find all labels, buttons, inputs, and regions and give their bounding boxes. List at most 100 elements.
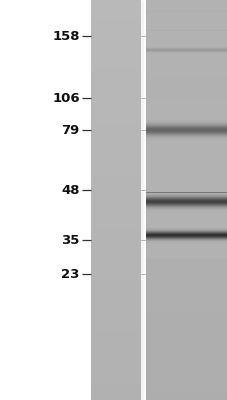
Bar xyxy=(145,96,227,98)
Bar xyxy=(91,108,141,110)
Bar xyxy=(145,68,227,70)
Bar xyxy=(145,140,227,142)
Bar xyxy=(145,276,227,278)
Bar xyxy=(91,348,141,350)
Bar xyxy=(91,42,141,44)
Bar xyxy=(145,288,227,290)
Bar xyxy=(145,242,227,244)
Bar xyxy=(91,112,141,114)
Bar xyxy=(145,24,227,26)
Bar xyxy=(91,82,141,84)
Bar xyxy=(145,374,227,376)
Bar xyxy=(91,240,141,242)
Bar xyxy=(145,280,227,282)
Bar xyxy=(91,164,141,166)
Bar xyxy=(145,238,227,240)
Bar xyxy=(145,224,227,226)
Bar xyxy=(145,6,227,8)
Bar xyxy=(145,72,227,74)
Bar xyxy=(91,146,141,148)
Bar xyxy=(145,168,227,170)
Bar xyxy=(145,32,227,34)
Bar xyxy=(91,178,141,180)
Bar xyxy=(145,20,227,22)
Bar xyxy=(91,0,141,2)
Bar xyxy=(91,118,141,120)
Bar xyxy=(145,154,227,156)
Bar xyxy=(91,282,141,284)
Bar xyxy=(145,162,227,164)
Bar xyxy=(91,90,141,92)
Bar xyxy=(91,120,141,122)
Bar xyxy=(145,90,227,92)
Bar xyxy=(145,248,227,250)
Bar xyxy=(91,50,141,52)
Bar xyxy=(91,18,141,20)
Bar xyxy=(145,118,227,120)
Bar xyxy=(91,186,141,188)
Bar xyxy=(91,242,141,244)
Bar xyxy=(91,128,141,130)
Bar xyxy=(91,378,141,380)
Bar xyxy=(145,268,227,270)
Bar xyxy=(91,322,141,324)
Bar xyxy=(145,46,227,48)
Bar xyxy=(91,8,141,10)
Bar xyxy=(145,358,227,360)
Bar xyxy=(91,204,141,206)
Bar xyxy=(91,172,141,174)
Bar xyxy=(145,160,227,162)
Bar xyxy=(91,358,141,360)
Bar xyxy=(145,366,227,368)
Bar xyxy=(145,326,227,328)
Bar xyxy=(145,102,227,104)
Bar xyxy=(91,252,141,254)
Bar xyxy=(91,152,141,154)
Bar xyxy=(91,188,141,190)
Bar xyxy=(145,314,227,316)
Bar xyxy=(145,228,227,230)
Bar xyxy=(145,282,227,284)
Bar xyxy=(145,260,227,262)
Bar xyxy=(91,150,141,152)
Bar xyxy=(91,254,141,256)
Bar xyxy=(91,66,141,68)
Bar xyxy=(145,10,227,12)
Bar xyxy=(91,114,141,116)
Bar xyxy=(91,356,141,358)
Bar xyxy=(91,284,141,286)
Bar xyxy=(91,158,141,160)
Bar xyxy=(91,220,141,222)
Bar xyxy=(91,130,141,132)
Bar xyxy=(91,266,141,268)
Bar xyxy=(91,296,141,298)
Bar xyxy=(145,198,227,200)
Bar xyxy=(91,62,141,64)
Bar xyxy=(145,300,227,302)
Bar xyxy=(145,200,227,202)
Bar xyxy=(145,376,227,378)
Bar xyxy=(91,12,141,14)
Bar xyxy=(91,190,141,192)
Bar xyxy=(145,170,227,172)
Bar xyxy=(145,322,227,324)
Bar xyxy=(91,338,141,340)
Bar xyxy=(145,394,227,396)
Bar xyxy=(145,126,227,128)
Bar xyxy=(91,136,141,138)
Text: 106: 106 xyxy=(52,92,79,104)
Bar xyxy=(91,368,141,370)
Bar xyxy=(145,192,227,194)
Bar xyxy=(145,60,227,62)
Bar xyxy=(91,46,141,48)
Bar xyxy=(91,92,141,94)
Bar xyxy=(91,16,141,18)
Bar xyxy=(145,386,227,388)
Bar xyxy=(145,38,227,40)
Bar xyxy=(145,110,227,112)
Bar xyxy=(91,308,141,310)
Bar xyxy=(91,344,141,346)
Bar xyxy=(145,340,227,342)
Bar xyxy=(145,222,227,224)
Bar xyxy=(145,390,227,392)
